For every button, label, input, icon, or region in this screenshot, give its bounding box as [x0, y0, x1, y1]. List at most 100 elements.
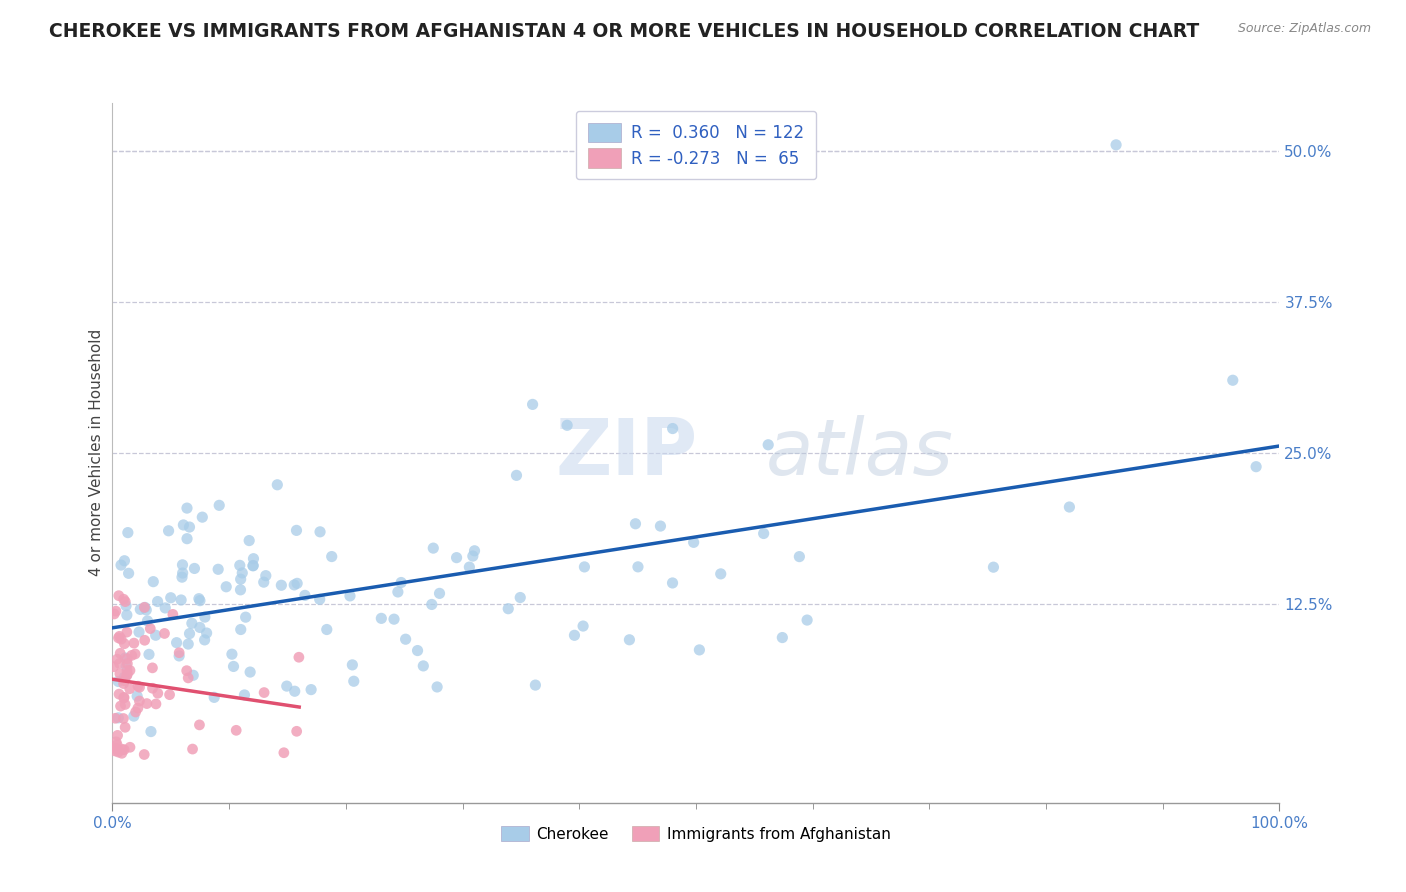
Point — [167, 646, 190, 660]
Point — [115, 651, 138, 665]
Point — [112, 673, 135, 688]
Point — [294, 588, 316, 602]
Point — [229, 582, 252, 597]
Point — [710, 566, 733, 581]
Point — [572, 619, 595, 633]
Point — [627, 559, 650, 574]
Point — [117, 566, 139, 581]
Point — [104, 711, 127, 725]
Point — [153, 626, 176, 640]
Point — [342, 657, 364, 672]
Point — [505, 468, 527, 483]
Point — [103, 659, 125, 673]
Point — [181, 668, 204, 682]
Point — [1105, 137, 1128, 152]
Point — [343, 674, 366, 689]
Point — [112, 690, 135, 705]
Point — [135, 697, 157, 711]
Point — [105, 735, 128, 749]
Point — [146, 594, 169, 608]
Point — [176, 664, 198, 678]
Point — [127, 679, 149, 693]
Point — [756, 438, 779, 452]
Point — [179, 626, 201, 640]
Legend: Cherokee, Immigrants from Afghanistan: Cherokee, Immigrants from Afghanistan — [495, 820, 897, 847]
Point — [429, 586, 451, 600]
Point — [299, 682, 322, 697]
Point — [108, 629, 131, 643]
Point — [107, 674, 129, 689]
Point — [104, 604, 127, 618]
Point — [229, 558, 252, 573]
Point — [382, 612, 405, 626]
Point — [238, 533, 260, 548]
Point — [509, 591, 531, 605]
Point — [179, 520, 201, 534]
Point — [288, 650, 311, 665]
Point — [181, 742, 204, 756]
Point — [524, 678, 547, 692]
Point — [138, 648, 160, 662]
Point — [208, 499, 231, 513]
Point — [112, 592, 135, 607]
Point — [110, 699, 132, 714]
Text: ZIP: ZIP — [555, 415, 699, 491]
Point — [127, 701, 149, 715]
Point — [183, 561, 205, 575]
Point — [112, 711, 135, 725]
Point — [650, 519, 672, 533]
Point — [142, 574, 165, 589]
Point — [229, 572, 252, 586]
Text: CHEROKEE VS IMMIGRANTS FROM AFGHANISTAN 4 OR MORE VEHICLES IN HOUSEHOLD CORRELAT: CHEROKEE VS IMMIGRANTS FROM AFGHANISTAN … — [49, 22, 1199, 41]
Point — [107, 745, 129, 759]
Point — [117, 657, 139, 671]
Point — [108, 657, 131, 671]
Point — [315, 623, 337, 637]
Point — [172, 558, 194, 572]
Point — [446, 550, 468, 565]
Point — [167, 648, 190, 663]
Point — [115, 607, 138, 622]
Point — [387, 585, 409, 599]
Point — [166, 635, 188, 649]
Point — [134, 633, 156, 648]
Point — [461, 549, 484, 563]
Point — [222, 659, 245, 673]
Point — [141, 681, 163, 696]
Point — [115, 625, 138, 640]
Point — [522, 397, 544, 411]
Point — [118, 664, 141, 678]
Point — [463, 543, 485, 558]
Point — [170, 593, 193, 607]
Point — [121, 648, 143, 663]
Point — [107, 728, 129, 742]
Point — [284, 684, 307, 698]
Y-axis label: 4 or more Vehicles in Household: 4 or more Vehicles in Household — [89, 329, 104, 576]
Point — [1222, 373, 1244, 387]
Point — [170, 570, 193, 584]
Point — [159, 688, 181, 702]
Point — [195, 626, 218, 640]
Point — [105, 738, 128, 752]
Point — [176, 501, 198, 516]
Point — [139, 622, 162, 636]
Point — [114, 554, 136, 568]
Point — [321, 549, 343, 564]
Point — [108, 687, 131, 701]
Point — [188, 718, 211, 732]
Point — [177, 671, 200, 685]
Point — [145, 697, 167, 711]
Point — [458, 560, 481, 574]
Point — [128, 625, 150, 640]
Point — [134, 747, 156, 762]
Point — [242, 551, 264, 566]
Point — [107, 589, 129, 603]
Point — [135, 603, 157, 617]
Point — [115, 659, 138, 673]
Point — [103, 607, 125, 621]
Point — [141, 661, 163, 675]
Point — [661, 421, 683, 435]
Point — [682, 535, 704, 549]
Point — [285, 576, 308, 591]
Point — [104, 744, 127, 758]
